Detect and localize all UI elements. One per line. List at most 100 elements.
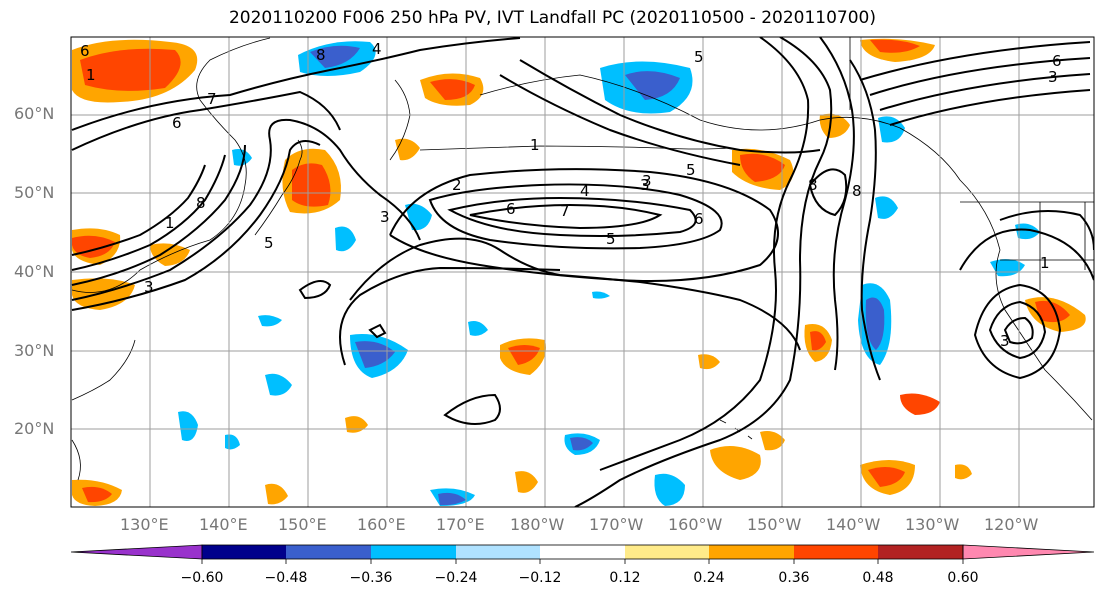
shade-negative — [258, 315, 282, 327]
colorbar-tick-label: −0.24 — [434, 570, 478, 586]
contour-label: 1 — [530, 136, 540, 154]
pv-shading — [72, 38, 1086, 506]
contour-label: 5 — [606, 230, 616, 248]
contour-label: 3 — [380, 208, 390, 226]
shade-positive — [710, 446, 761, 480]
contour-label: 1 — [1040, 254, 1050, 272]
contour-line — [71, 90, 341, 151]
shade-positive — [819, 113, 850, 138]
colorbar-tick-label: −0.36 — [349, 570, 393, 586]
contour-line — [999, 210, 1094, 251]
contour-line — [71, 164, 206, 256]
contour-line — [519, 59, 821, 154]
colorbar — [70, 544, 1095, 564]
colorbar-extend-high — [962, 544, 1095, 560]
map-frame — [70, 36, 1095, 508]
lon-label: 150°W — [747, 515, 802, 534]
lat-label: 40°N — [14, 262, 55, 281]
lat-label: 50°N — [14, 183, 55, 202]
shade-positive — [82, 486, 112, 503]
shade-positive — [395, 138, 420, 161]
colorbar-tick-label: −0.48 — [264, 570, 308, 586]
contour-label: 6 — [506, 200, 516, 218]
contour-line — [973, 283, 1062, 380]
colorbar-bin — [794, 545, 878, 559]
colorbar-bin — [625, 545, 709, 559]
lon-label: 140°W — [826, 515, 881, 534]
contour-line — [71, 144, 246, 286]
contour-line — [469, 203, 663, 230]
contour-label: 3 — [642, 172, 652, 190]
contour-label: 6 — [172, 114, 182, 132]
contour-line — [71, 140, 321, 311]
colorbar-bin — [878, 545, 963, 559]
lon-label: 160°E — [357, 515, 406, 534]
colorbar-tick-label: −0.12 — [518, 570, 562, 586]
shade-negative — [592, 291, 610, 299]
shade-negative — [654, 473, 685, 506]
shade-negative — [178, 411, 198, 441]
lon-label: 140°E — [199, 515, 248, 534]
colorbar-tick-label: 0.24 — [693, 570, 725, 586]
contour-line — [849, 59, 881, 381]
shade-negative — [335, 226, 356, 252]
contour-line — [447, 196, 697, 237]
shade-positive — [955, 464, 972, 480]
colorbar-bin — [371, 545, 456, 559]
lon-label: 170°W — [589, 515, 644, 534]
shade-positive — [292, 163, 331, 207]
colorbar-bin — [286, 545, 371, 559]
coastline-asia — [71, 37, 271, 293]
lon-label: 150°E — [278, 515, 327, 534]
colorbar-tick-label: 0.48 — [862, 570, 894, 586]
colorbar-bin — [709, 545, 794, 559]
shade-positive — [810, 331, 826, 351]
coastlines — [71, 37, 1094, 481]
colorbar-ticks — [201, 559, 964, 564]
contour-label: 5 — [686, 161, 696, 179]
shade-negative — [310, 45, 360, 68]
contour-label: 8 — [852, 182, 862, 200]
colorbar-tick-label: −0.60 — [180, 570, 224, 586]
lat-label: 20°N — [14, 419, 55, 438]
shade-negative — [1015, 223, 1040, 240]
shade-positive — [72, 278, 135, 310]
contour-label: 8 — [808, 176, 818, 194]
contour-label: 4 — [580, 182, 590, 200]
contour-label: 7 — [560, 202, 570, 220]
contour-line — [869, 57, 1091, 96]
lon-label: 160°W — [668, 515, 723, 534]
contour-line — [499, 74, 741, 166]
lon-label: 170°E — [436, 515, 485, 534]
contour-line — [71, 154, 226, 271]
shade-negative — [865, 297, 885, 350]
contour-line — [1003, 316, 1034, 345]
contour-label: 1 — [86, 66, 96, 84]
contour-line — [71, 118, 421, 301]
contour-line — [808, 168, 848, 217]
map-title: 2020110200 F006 250 hPa PV, IVT Landfall… — [228, 8, 876, 28]
lon-label: 180°W — [510, 515, 565, 534]
colorbar-tick-label: 0.12 — [609, 570, 641, 586]
contour-label: 3 — [144, 278, 154, 296]
shade-negative — [468, 321, 488, 336]
coastline-alaska — [479, 74, 1001, 251]
contour-line — [339, 266, 561, 366]
contour-line — [428, 183, 723, 250]
colorbar-bin — [456, 545, 540, 559]
coastline-china — [71, 339, 136, 401]
lon-label: 120°W — [984, 515, 1039, 534]
contour-label: 3 — [1048, 68, 1058, 86]
shade-positive — [265, 483, 288, 505]
contour-label: 3 — [1000, 332, 1010, 350]
contour-line — [879, 73, 1091, 111]
contour-line — [959, 228, 1094, 281]
contour-label: 2 — [452, 176, 462, 194]
coastline-north-america — [995, 249, 1093, 421]
contour-label: 6 — [694, 210, 704, 228]
shade-positive — [740, 153, 785, 182]
coastline-philippines — [71, 439, 81, 481]
ivt-contours — [71, 37, 1094, 507]
contour-line — [368, 323, 387, 339]
